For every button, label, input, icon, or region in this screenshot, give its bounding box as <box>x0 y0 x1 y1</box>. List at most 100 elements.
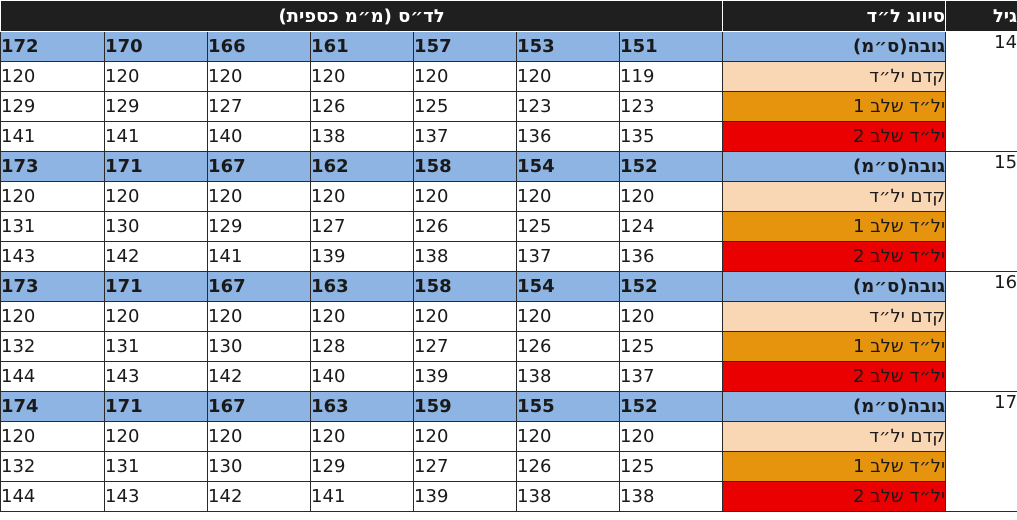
classification-cell-stage2: יל״ד שלב 2 <box>722 481 947 512</box>
bp-value-cell: 120 <box>619 301 724 332</box>
bp-value-cell: 120 <box>104 181 209 212</box>
bp-value-cell: 143 <box>104 481 209 512</box>
classification-cell-prehypertension: קדם יל״ד <box>722 301 947 332</box>
height-value-cell: 166 <box>207 31 312 62</box>
bp-value-cell: 139 <box>310 241 415 272</box>
bp-value-cell: 120 <box>516 301 621 332</box>
bp-value-cell: 135 <box>619 121 724 152</box>
bp-value-cell: 130 <box>207 331 312 362</box>
bp-value-cell: 137 <box>516 241 621 272</box>
bp-value-cell: 126 <box>516 331 621 362</box>
bp-value-cell: 142 <box>207 481 312 512</box>
bp-value-cell: 120 <box>516 421 621 452</box>
bp-value-cell: 139 <box>413 361 518 392</box>
bp-value-cell: 127 <box>413 331 518 362</box>
bp-value-cell: 132 <box>0 451 106 482</box>
height-value-cell: 155 <box>516 391 621 422</box>
height-value-cell: 163 <box>310 271 415 302</box>
height-value-cell: 173 <box>0 271 106 302</box>
height-value-cell: 163 <box>310 391 415 422</box>
bp-value-cell: 129 <box>0 91 106 122</box>
bp-value-cell: 131 <box>104 331 209 362</box>
classification-cell-prehypertension: קדם יל״ד <box>722 421 947 452</box>
table-row: יל״ד שלב 2 137 138 139 140 142 143 144 <box>0 361 1017 392</box>
height-value-cell: 174 <box>0 391 106 422</box>
age-cell: 16 <box>945 271 1017 392</box>
bp-value-cell: 138 <box>310 121 415 152</box>
classification-cell-prehypertension: קדם יל״ד <box>722 61 947 92</box>
bp-value-cell: 132 <box>0 331 106 362</box>
bp-value-cell: 120 <box>104 421 209 452</box>
bp-value-cell: 120 <box>310 61 415 92</box>
bp-value-cell: 120 <box>413 421 518 452</box>
bp-value-cell: 125 <box>413 91 518 122</box>
table-row: קדם יל״ד 120 120 120 120 120 120 120 <box>0 421 1017 452</box>
height-value-cell: 152 <box>619 151 724 182</box>
bp-value-cell: 143 <box>104 361 209 392</box>
bp-value-cell: 142 <box>104 241 209 272</box>
table-row: יל״ד שלב 2 135 136 137 138 140 141 141 <box>0 121 1017 152</box>
classification-cell-stage2: יל״ד שלב 2 <box>722 241 947 272</box>
height-value-cell: 154 <box>516 271 621 302</box>
bp-value-cell: 120 <box>516 181 621 212</box>
bp-value-cell: 120 <box>207 301 312 332</box>
classification-cell-stage1: יל״ד שלב 1 <box>722 451 947 482</box>
bp-value-cell: 138 <box>619 481 724 512</box>
classification-cell-stage1: יל״ד שלב 1 <box>722 331 947 362</box>
table-row: יל״ד שלב 2 136 137 138 139 141 142 143 <box>0 241 1017 272</box>
height-value-cell: 172 <box>0 31 106 62</box>
height-value-cell: 161 <box>310 31 415 62</box>
height-value-cell: 162 <box>310 151 415 182</box>
bp-value-cell: 120 <box>207 61 312 92</box>
classification-column-header: סיווג ל״ד <box>722 0 947 32</box>
bp-value-cell: 120 <box>413 61 518 92</box>
height-value-cell: 158 <box>413 151 518 182</box>
classification-cell-prehypertension: קדם יל״ד <box>722 181 947 212</box>
height-value-cell: 167 <box>207 391 312 422</box>
bp-value-cell: 129 <box>310 451 415 482</box>
bp-value-cell: 144 <box>0 481 106 512</box>
height-value-cell: 152 <box>619 391 724 422</box>
bp-value-cell: 120 <box>413 301 518 332</box>
age-column-header: גיל <box>945 0 1017 32</box>
table-body: 14 גובה(ס״מ) 151 153 157 161 166 170 172 קדם יל״ד… <box>0 31 1017 512</box>
bp-value-cell: 128 <box>310 331 415 362</box>
bp-value-cell: 120 <box>104 301 209 332</box>
bp-value-cell: 144 <box>0 361 106 392</box>
bp-value-cell: 130 <box>207 451 312 482</box>
bp-value-cell: 120 <box>619 421 724 452</box>
height-value-cell: 167 <box>207 151 312 182</box>
bp-value-cell: 141 <box>207 241 312 272</box>
table-row: יל״ד שלב 1 125 126 127 129 130 131 132 <box>0 451 1017 482</box>
height-value-cell: 158 <box>413 271 518 302</box>
bp-value-cell: 120 <box>0 61 106 92</box>
bp-value-cell: 127 <box>413 451 518 482</box>
bp-value-cell: 120 <box>0 421 106 452</box>
bp-value-cell: 127 <box>207 91 312 122</box>
table-row: יל״ד שלב 1 125 126 127 128 130 131 132 <box>0 331 1017 362</box>
classification-cell-height: גובה(ס״מ) <box>722 31 947 62</box>
height-value-cell: 154 <box>516 151 621 182</box>
bp-value-cell: 123 <box>619 91 724 122</box>
height-value-cell: 171 <box>104 151 209 182</box>
table-row: 14 גובה(ס״מ) 151 153 157 161 166 170 172 <box>0 31 1017 152</box>
bp-value-cell: 125 <box>516 211 621 242</box>
age-cell: 17 <box>945 391 1017 512</box>
height-value-cell: 167 <box>207 271 312 302</box>
table-row: קדם יל״ד 119 120 120 120 120 120 120 <box>0 61 1017 92</box>
header-row: גיל סיווג ל״ד לד״ס (מ״מ כספית) <box>0 0 1017 32</box>
systolic-bp-header: לד״ס (מ״מ כספית) <box>0 0 724 32</box>
height-value-cell: 171 <box>104 271 209 302</box>
bp-value-cell: 127 <box>310 211 415 242</box>
bp-value-cell: 136 <box>516 121 621 152</box>
height-value-cell: 151 <box>619 31 724 62</box>
classification-cell-stage2: יל״ד שלב 2 <box>722 361 947 392</box>
bp-value-cell: 139 <box>413 481 518 512</box>
bp-value-cell: 124 <box>619 211 724 242</box>
age-cell: 15 <box>945 151 1017 272</box>
bp-value-cell: 120 <box>0 301 106 332</box>
height-value-cell: 159 <box>413 391 518 422</box>
classification-cell-height: גובה(ס״מ) <box>722 391 947 422</box>
bp-value-cell: 141 <box>0 121 106 152</box>
bp-value-cell: 141 <box>310 481 415 512</box>
